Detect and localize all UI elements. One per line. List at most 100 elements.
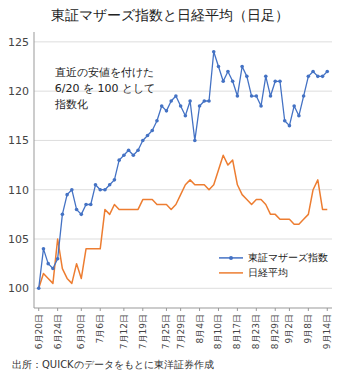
series-marker xyxy=(250,94,254,98)
legend-marker xyxy=(229,256,233,260)
legend: 東証マザーズ指数日経平均 xyxy=(219,252,328,278)
series-marker xyxy=(269,94,273,98)
x-tick xyxy=(199,308,200,311)
series-marker xyxy=(217,65,221,69)
x-tick xyxy=(57,308,58,311)
x-tick xyxy=(166,308,167,311)
series-marker xyxy=(321,75,325,79)
x-tick xyxy=(237,308,238,311)
series-line xyxy=(39,52,328,289)
x-tick-label: 8月29日 xyxy=(270,314,280,349)
series-marker xyxy=(51,267,55,271)
series-marker xyxy=(255,94,259,98)
x-tick-label: 7月25日 xyxy=(161,314,171,349)
x-tick xyxy=(100,308,101,311)
chart: 東証マザーズ指数と日経平均（日足）1001051101151201256月20日… xyxy=(0,0,340,374)
series-marker xyxy=(113,178,117,182)
x-tick xyxy=(327,308,328,311)
x-tick-label: 9月14日 xyxy=(322,314,332,349)
series-marker xyxy=(184,114,188,118)
x-tick-label: 9月2日 xyxy=(284,314,294,343)
series-marker xyxy=(117,158,121,162)
x-tick-label: 8月23日 xyxy=(251,314,261,349)
legend-label: 日経平均 xyxy=(248,267,288,278)
series-marker xyxy=(273,79,277,83)
x-tick xyxy=(38,308,39,311)
series-line xyxy=(39,155,328,288)
y-tick-label: 110 xyxy=(8,184,29,197)
x-tick-label: 6月24日 xyxy=(53,314,63,349)
series-marker xyxy=(160,104,164,108)
series-marker xyxy=(311,70,315,74)
series-marker xyxy=(141,139,145,143)
x-tick-label: 7月19日 xyxy=(138,314,148,349)
x-tick-label: 8月10日 xyxy=(213,314,223,349)
series-marker xyxy=(98,188,102,192)
legend-swatch xyxy=(219,272,243,274)
series-marker xyxy=(264,75,268,79)
series-marker xyxy=(37,286,41,290)
series-marker xyxy=(283,119,287,123)
series-marker xyxy=(65,193,69,197)
series-marker xyxy=(84,203,88,207)
x-tick-label: 7月29日 xyxy=(176,314,186,349)
series-marker xyxy=(316,75,320,79)
x-tick xyxy=(256,308,257,311)
series-marker xyxy=(288,124,292,128)
grid-line xyxy=(34,41,332,42)
x-tick xyxy=(308,308,309,311)
series-marker xyxy=(150,129,154,133)
x-tick-label: 8月4日 xyxy=(195,314,205,343)
series-marker xyxy=(236,94,240,98)
annotation-line: 6/20 を 100 として xyxy=(55,82,155,95)
series-marker xyxy=(89,203,93,207)
series-marker xyxy=(169,99,173,103)
series-marker xyxy=(325,70,329,74)
x-tick xyxy=(142,308,143,311)
series-marker xyxy=(174,94,178,98)
y-tick-label: 125 xyxy=(8,36,29,49)
x-tick-label: 6月30日 xyxy=(76,314,86,349)
series-marker xyxy=(75,208,79,212)
series-marker xyxy=(193,139,197,143)
series-marker xyxy=(202,99,206,103)
series-marker xyxy=(302,94,306,98)
series-marker xyxy=(103,188,107,192)
x-tick xyxy=(275,308,276,311)
y-tick-label: 115 xyxy=(8,134,29,147)
source: 出所：QUICKのデータをもとに東洋証券作成 xyxy=(12,359,214,370)
series-marker xyxy=(231,79,235,83)
x-tick-label: 7月6日 xyxy=(95,314,105,343)
series-marker xyxy=(61,213,65,217)
series-marker xyxy=(188,99,192,103)
series-marker xyxy=(165,109,169,113)
series-marker xyxy=(146,134,150,138)
series-marker xyxy=(122,153,126,157)
series-marker xyxy=(108,183,112,187)
x-axis-line xyxy=(34,308,332,309)
series-marker xyxy=(94,183,98,187)
x-tick xyxy=(81,308,82,311)
annotation-line: 直近の安値を付けた xyxy=(55,66,154,79)
series-marker xyxy=(307,75,311,79)
series-marker xyxy=(56,257,60,261)
plot-area xyxy=(37,50,329,290)
x-tick-label: 6月20日 xyxy=(34,314,44,349)
x-tick xyxy=(289,308,290,311)
x-tick-label: 8月17日 xyxy=(232,314,242,349)
series-marker xyxy=(179,104,183,108)
x-tick xyxy=(218,308,219,311)
x-tick xyxy=(180,308,181,311)
series-marker xyxy=(245,75,249,79)
grid-line xyxy=(34,239,332,240)
series-marker xyxy=(292,104,296,108)
x-tick xyxy=(123,308,124,311)
series-marker xyxy=(70,188,74,192)
y-tick-label: 100 xyxy=(8,282,29,295)
y-tick-label: 120 xyxy=(8,85,29,98)
y-axis-line xyxy=(34,32,35,308)
series-marker xyxy=(155,119,159,123)
legend-label: 東証マザーズ指数 xyxy=(248,252,328,263)
series-marker xyxy=(297,114,301,118)
series-marker xyxy=(207,99,211,103)
